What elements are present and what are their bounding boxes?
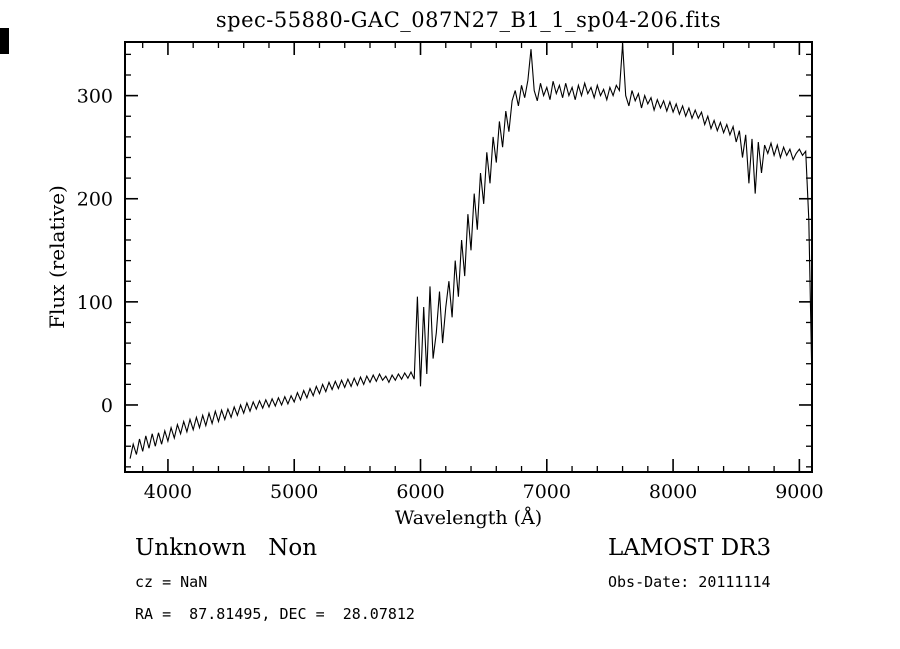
x-tick-label: 8000	[649, 481, 697, 503]
y-tick-label: 0	[101, 395, 113, 417]
y-axis-label: Flux (relative)	[45, 185, 69, 329]
x-tick-label: 4000	[144, 481, 192, 503]
window-edge-artifact	[0, 28, 9, 54]
classification-label: Unknown Non	[135, 535, 318, 561]
y-tick-label: 200	[77, 189, 113, 211]
coords-label: RA = 87.81495, DEC = 28.07812	[135, 605, 415, 623]
cz-label: cz = NaN	[135, 573, 208, 591]
x-axis-label: Wavelength (Å)	[395, 507, 542, 529]
y-tick-label: 100	[77, 292, 113, 314]
survey-label: LAMOST DR3	[608, 535, 772, 561]
x-tick-label: 7000	[523, 481, 571, 503]
x-tick-label: 9000	[775, 481, 823, 503]
spectrum-line	[129, 44, 813, 459]
plot-title: spec-55880-GAC_087N27_B1_1_sp04-206.fits	[215, 8, 722, 32]
x-tick-label: 6000	[396, 481, 444, 503]
spectrum-plot: 4000 5000 6000 7000 8000 9000 0 100 200 300 Wavele…	[45, 41, 824, 529]
obs-date-label: Obs-Date: 20111114	[608, 573, 771, 591]
plot-frame	[124, 41, 813, 473]
x-tick-label: 5000	[270, 481, 318, 503]
y-tick-label: 300	[77, 86, 113, 108]
